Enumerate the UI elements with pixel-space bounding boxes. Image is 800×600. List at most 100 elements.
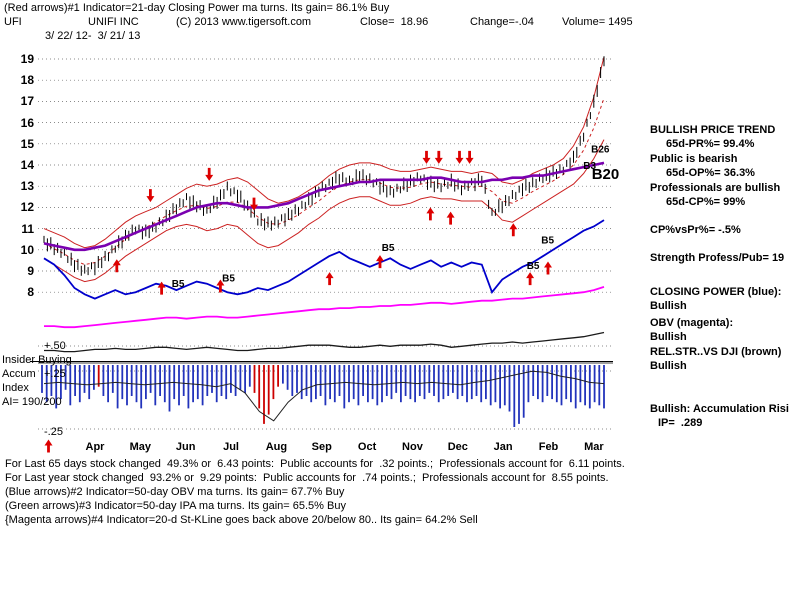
accumulation-bar — [565, 365, 568, 400]
accumulation-bar — [239, 365, 242, 390]
accumulation-bar — [258, 365, 261, 409]
accumulation-bar — [206, 365, 209, 396]
accumulation-bar — [319, 365, 322, 396]
level-plus25-label: +.25 — [44, 368, 66, 380]
accumulation-bar — [518, 365, 520, 424]
accumulation-bar — [230, 365, 232, 393]
accumulation-bar — [546, 365, 549, 396]
buy-up-arrow-icon — [112, 259, 121, 273]
accumulation-bar — [305, 365, 308, 396]
b-signal-label: B5 — [172, 279, 185, 290]
accumulation-bar — [253, 365, 256, 393]
lower-band-line — [43, 139, 605, 283]
month-label: Sep — [311, 441, 332, 453]
accumulation-bar — [348, 365, 350, 403]
buy-up-arrow-icon — [526, 272, 535, 286]
change-value: Change=-.04 — [470, 16, 534, 28]
buy-up-arrow-icon — [216, 279, 225, 293]
month-label: Feb — [538, 441, 559, 453]
accumulation-bar — [574, 365, 577, 409]
accumulation-bar — [499, 365, 501, 409]
company-name: UNIFI INC — [88, 16, 139, 28]
level-plus50-label: +.50 — [44, 340, 66, 352]
accumulation-bar — [248, 365, 251, 387]
accumulation-bar — [315, 365, 317, 400]
analysis-line: Bullish: Accumulation Risi — [650, 403, 789, 415]
accumulation-bar — [338, 365, 341, 396]
accumulation-bar — [537, 365, 539, 400]
accumulation-bar — [135, 365, 138, 403]
month-label: Jul — [223, 441, 239, 453]
price-axis-label: 13 — [20, 179, 34, 194]
legend-line: {Magenta arrows)#4 Indicator=20-d St-KLi… — [5, 514, 478, 526]
accumulation-bar — [121, 365, 124, 400]
upper-band-line — [43, 56, 605, 249]
accumulation-bar — [423, 365, 426, 400]
accumulation-bar — [324, 365, 327, 406]
accumulation-bar — [220, 365, 223, 396]
price-axis-label: 9 — [27, 264, 34, 278]
accumulation-bar — [532, 365, 535, 396]
indicator1-legend: (Red arrows)#1 Indicator=21-day Closing … — [4, 2, 390, 14]
accumulation-bar — [300, 365, 303, 400]
month-label: Nov — [402, 441, 423, 453]
copyright-label: (C) 2013 www.tigersoft.com — [176, 16, 312, 28]
analysis-line: Bullish — [650, 360, 687, 372]
accum-label: Accum — [2, 368, 36, 380]
month-label: Dec — [447, 441, 468, 453]
accumulation-bar — [357, 365, 360, 406]
analysis-line: Public is bearish — [650, 153, 738, 165]
analysis-line: Bullish — [650, 331, 687, 343]
accumulation-bar — [187, 365, 190, 409]
analysis-line: CP%vsPr%= -.5% — [650, 224, 741, 236]
accumulation-bar — [475, 365, 478, 396]
accumulation-bar — [41, 365, 43, 393]
ma-line — [43, 161, 605, 252]
accumulation-bar — [390, 365, 393, 400]
legend-line: For Last 65 days stock changed 49.3% or … — [5, 458, 625, 470]
accumulation-bar — [196, 365, 199, 400]
analysis-line: IP= .289 — [658, 417, 703, 429]
accumulation-bar — [93, 365, 95, 390]
obv-line — [44, 286, 605, 329]
ai-line — [43, 370, 605, 422]
analysis-line: REL.STR..VS DJI (brown) — [650, 346, 782, 358]
analysis-line: Professionals are bullish — [650, 182, 781, 194]
month-label: May — [129, 441, 152, 453]
b-signal-label: B5 — [382, 243, 395, 254]
analysis-panel: BULLISH PRICE TREND 65d-PR%= 99.4% Public … — [650, 0, 800, 600]
b-signal-label: B5 — [527, 261, 540, 272]
price-axis-label: 15 — [20, 136, 34, 151]
accumulation-bar — [555, 365, 558, 403]
price-axis-label: 16 — [20, 115, 34, 130]
buy-up-arrow-icon — [157, 281, 166, 295]
accumulation-bar — [433, 365, 435, 396]
analysis-line: 65d-CP%= 99% — [666, 196, 746, 208]
sell-down-arrow-icon — [205, 167, 214, 181]
analysis-line: Bullish — [650, 300, 687, 312]
accumulation-bar — [126, 365, 128, 406]
accumulation-bar — [603, 365, 605, 409]
accumulation-bar — [83, 365, 86, 393]
accumulation-bar — [409, 365, 412, 400]
accumulation-bar — [55, 365, 58, 409]
accumulation-bar — [102, 365, 105, 396]
accumulation-bar — [598, 365, 601, 406]
accumulation-bar — [291, 365, 294, 396]
price-axis-label: 14 — [20, 158, 34, 172]
accumulation-bar — [367, 365, 369, 403]
accumulation-bar — [480, 365, 483, 403]
legend-line: (Blue arrows)#2 Indicator=50-day OBV ma … — [5, 486, 345, 498]
accumulation-bar — [452, 365, 454, 393]
price-axis-label: 12 — [20, 200, 34, 215]
insider-separator-line — [30, 361, 613, 362]
accumulation-bar — [485, 365, 487, 400]
price-axis-label: 8 — [27, 285, 34, 300]
accumulation-bar — [267, 365, 270, 415]
accumulation-bar — [215, 365, 218, 403]
accumulation-bar — [282, 365, 284, 384]
volume-value: Volume= 1495 — [562, 16, 633, 28]
sell-down-arrow-icon — [146, 189, 155, 203]
b-signal-label: B3 — [583, 161, 596, 172]
accumulation-bar — [527, 365, 530, 403]
